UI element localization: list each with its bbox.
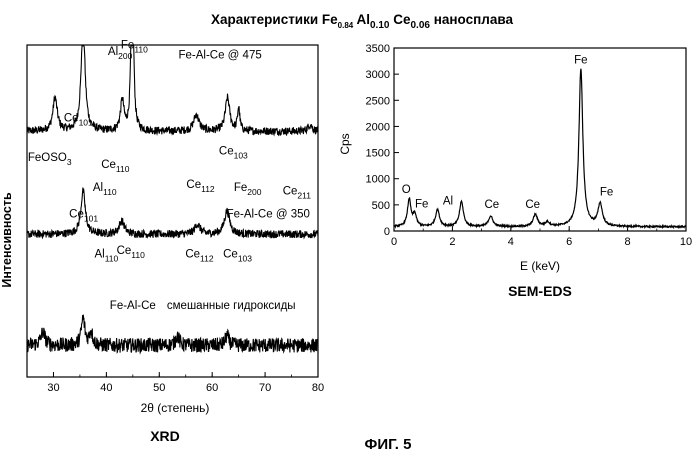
peak-label: Fe	[574, 55, 587, 67]
peak-label: Fe	[415, 198, 428, 210]
peak-label: Al110	[93, 182, 117, 197]
x-tick-label: 40	[100, 382, 112, 394]
peak-label: Ce112	[186, 179, 215, 194]
x-tick-label: 6	[566, 236, 572, 248]
eds-panel-label: SEM-EDS	[508, 283, 572, 299]
x-tick-label: 60	[206, 382, 218, 394]
peak-label: Al	[443, 195, 453, 207]
peak-label: Fe-Al-Ce	[110, 300, 156, 312]
figure-caption: ФИГ. 5	[365, 436, 412, 453]
xrd-y-axis-label: Интенсивность	[0, 192, 14, 288]
peak-label: Ce103	[223, 248, 252, 263]
peak-label: Ce103	[219, 146, 248, 161]
eds-panel: 0 2 4 6 8 10 0 500 1000 1500 2000 2500 3000 3500 O Fe Al…	[366, 43, 693, 248]
xrd-panel-label: XRD	[150, 428, 180, 444]
peak-label: O	[402, 184, 411, 196]
x-tick-label: 4	[508, 236, 514, 248]
xrd-x-axis-label: 2θ (степень)	[141, 401, 210, 415]
figure-title: Характеристики Fe0.84 Al0.10 Ce0.06 нано…	[211, 12, 513, 31]
x-tick-label: 70	[259, 382, 271, 394]
y-tick-label: 2500	[366, 95, 390, 107]
peak-label: смешанные гидроксиды	[167, 300, 296, 312]
peak-label: Ce211	[283, 185, 312, 200]
x-tick-label: 30	[47, 382, 59, 394]
peak-label: Ce110	[117, 245, 146, 260]
y-tick-label: 1000	[366, 174, 390, 186]
peak-label: Ce101	[69, 209, 98, 224]
peak-label: Ce	[525, 199, 540, 211]
peak-label: Ce110	[101, 159, 130, 174]
y-tick-label: 1500	[366, 148, 390, 160]
peak-label: Fe-Al-Ce @ 475	[178, 49, 261, 61]
peak-label: FeOSO3	[28, 152, 72, 167]
y-tick-label: 3500	[366, 43, 390, 55]
peak-label: Fe	[600, 186, 613, 198]
peak-label: Al110	[94, 248, 118, 263]
y-tick-label: 2000	[366, 121, 390, 133]
y-tick-label: 500	[372, 200, 390, 212]
eds-y-axis-label: Cps	[338, 133, 352, 154]
x-tick-label: 10	[680, 236, 692, 248]
peak-label: Ce112	[185, 248, 214, 263]
xrd-panel: 304050607080Fe-Al-Ce @ 475Al200Fe110Ce10…	[27, 39, 324, 394]
x-tick-label: 2	[449, 236, 455, 248]
y-tick-label: 0	[384, 226, 390, 238]
x-tick-label: 0	[391, 236, 397, 248]
x-tick-label: 50	[153, 382, 165, 394]
y-tick-label: 3000	[366, 69, 390, 81]
peak-label: Fe200	[234, 182, 262, 197]
peak-label: Fe-Al-Ce @ 350	[227, 209, 310, 221]
series-line-2	[27, 315, 318, 353]
eds-x-axis-label: E (keV)	[520, 259, 560, 273]
x-tick-label: 8	[625, 236, 631, 248]
x-tick-label: 80	[312, 382, 324, 394]
peak-label: Ce	[484, 199, 499, 211]
